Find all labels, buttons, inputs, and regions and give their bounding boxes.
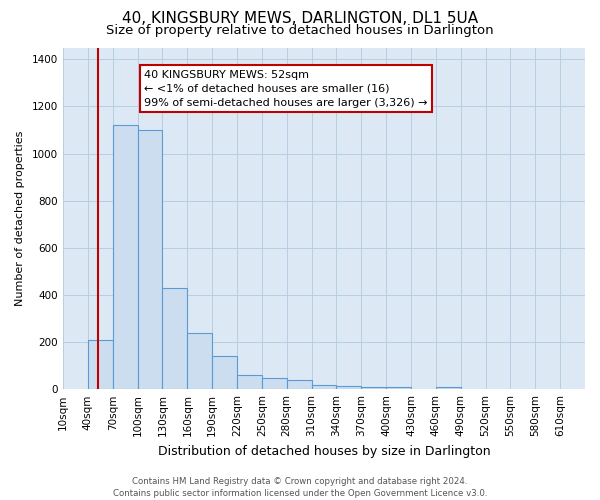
Bar [361,387,386,390]
Y-axis label: Number of detached properties: Number of detached properties [15,130,25,306]
Bar [187,332,212,390]
Text: 40 KINGSBURY MEWS: 52sqm
← <1% of detached houses are smaller (16)
99% of semi-d: 40 KINGSBURY MEWS: 52sqm ← <1% of detach… [144,70,427,108]
Bar [311,384,337,390]
Bar [337,386,361,390]
Bar [137,130,163,390]
X-axis label: Distribution of detached houses by size in Darlington: Distribution of detached houses by size … [158,444,490,458]
Bar [287,380,311,390]
Text: Contains HM Land Registry data © Crown copyright and database right 2024.
Contai: Contains HM Land Registry data © Crown c… [113,476,487,498]
Bar [88,340,113,390]
Bar [262,378,287,390]
Bar [163,288,187,390]
Bar [436,387,461,390]
Bar [237,375,262,390]
Bar [113,126,137,390]
Text: 40, KINGSBURY MEWS, DARLINGTON, DL1 5UA: 40, KINGSBURY MEWS, DARLINGTON, DL1 5UA [122,11,478,26]
Bar [386,387,411,390]
Bar [212,356,237,390]
Text: Size of property relative to detached houses in Darlington: Size of property relative to detached ho… [106,24,494,37]
